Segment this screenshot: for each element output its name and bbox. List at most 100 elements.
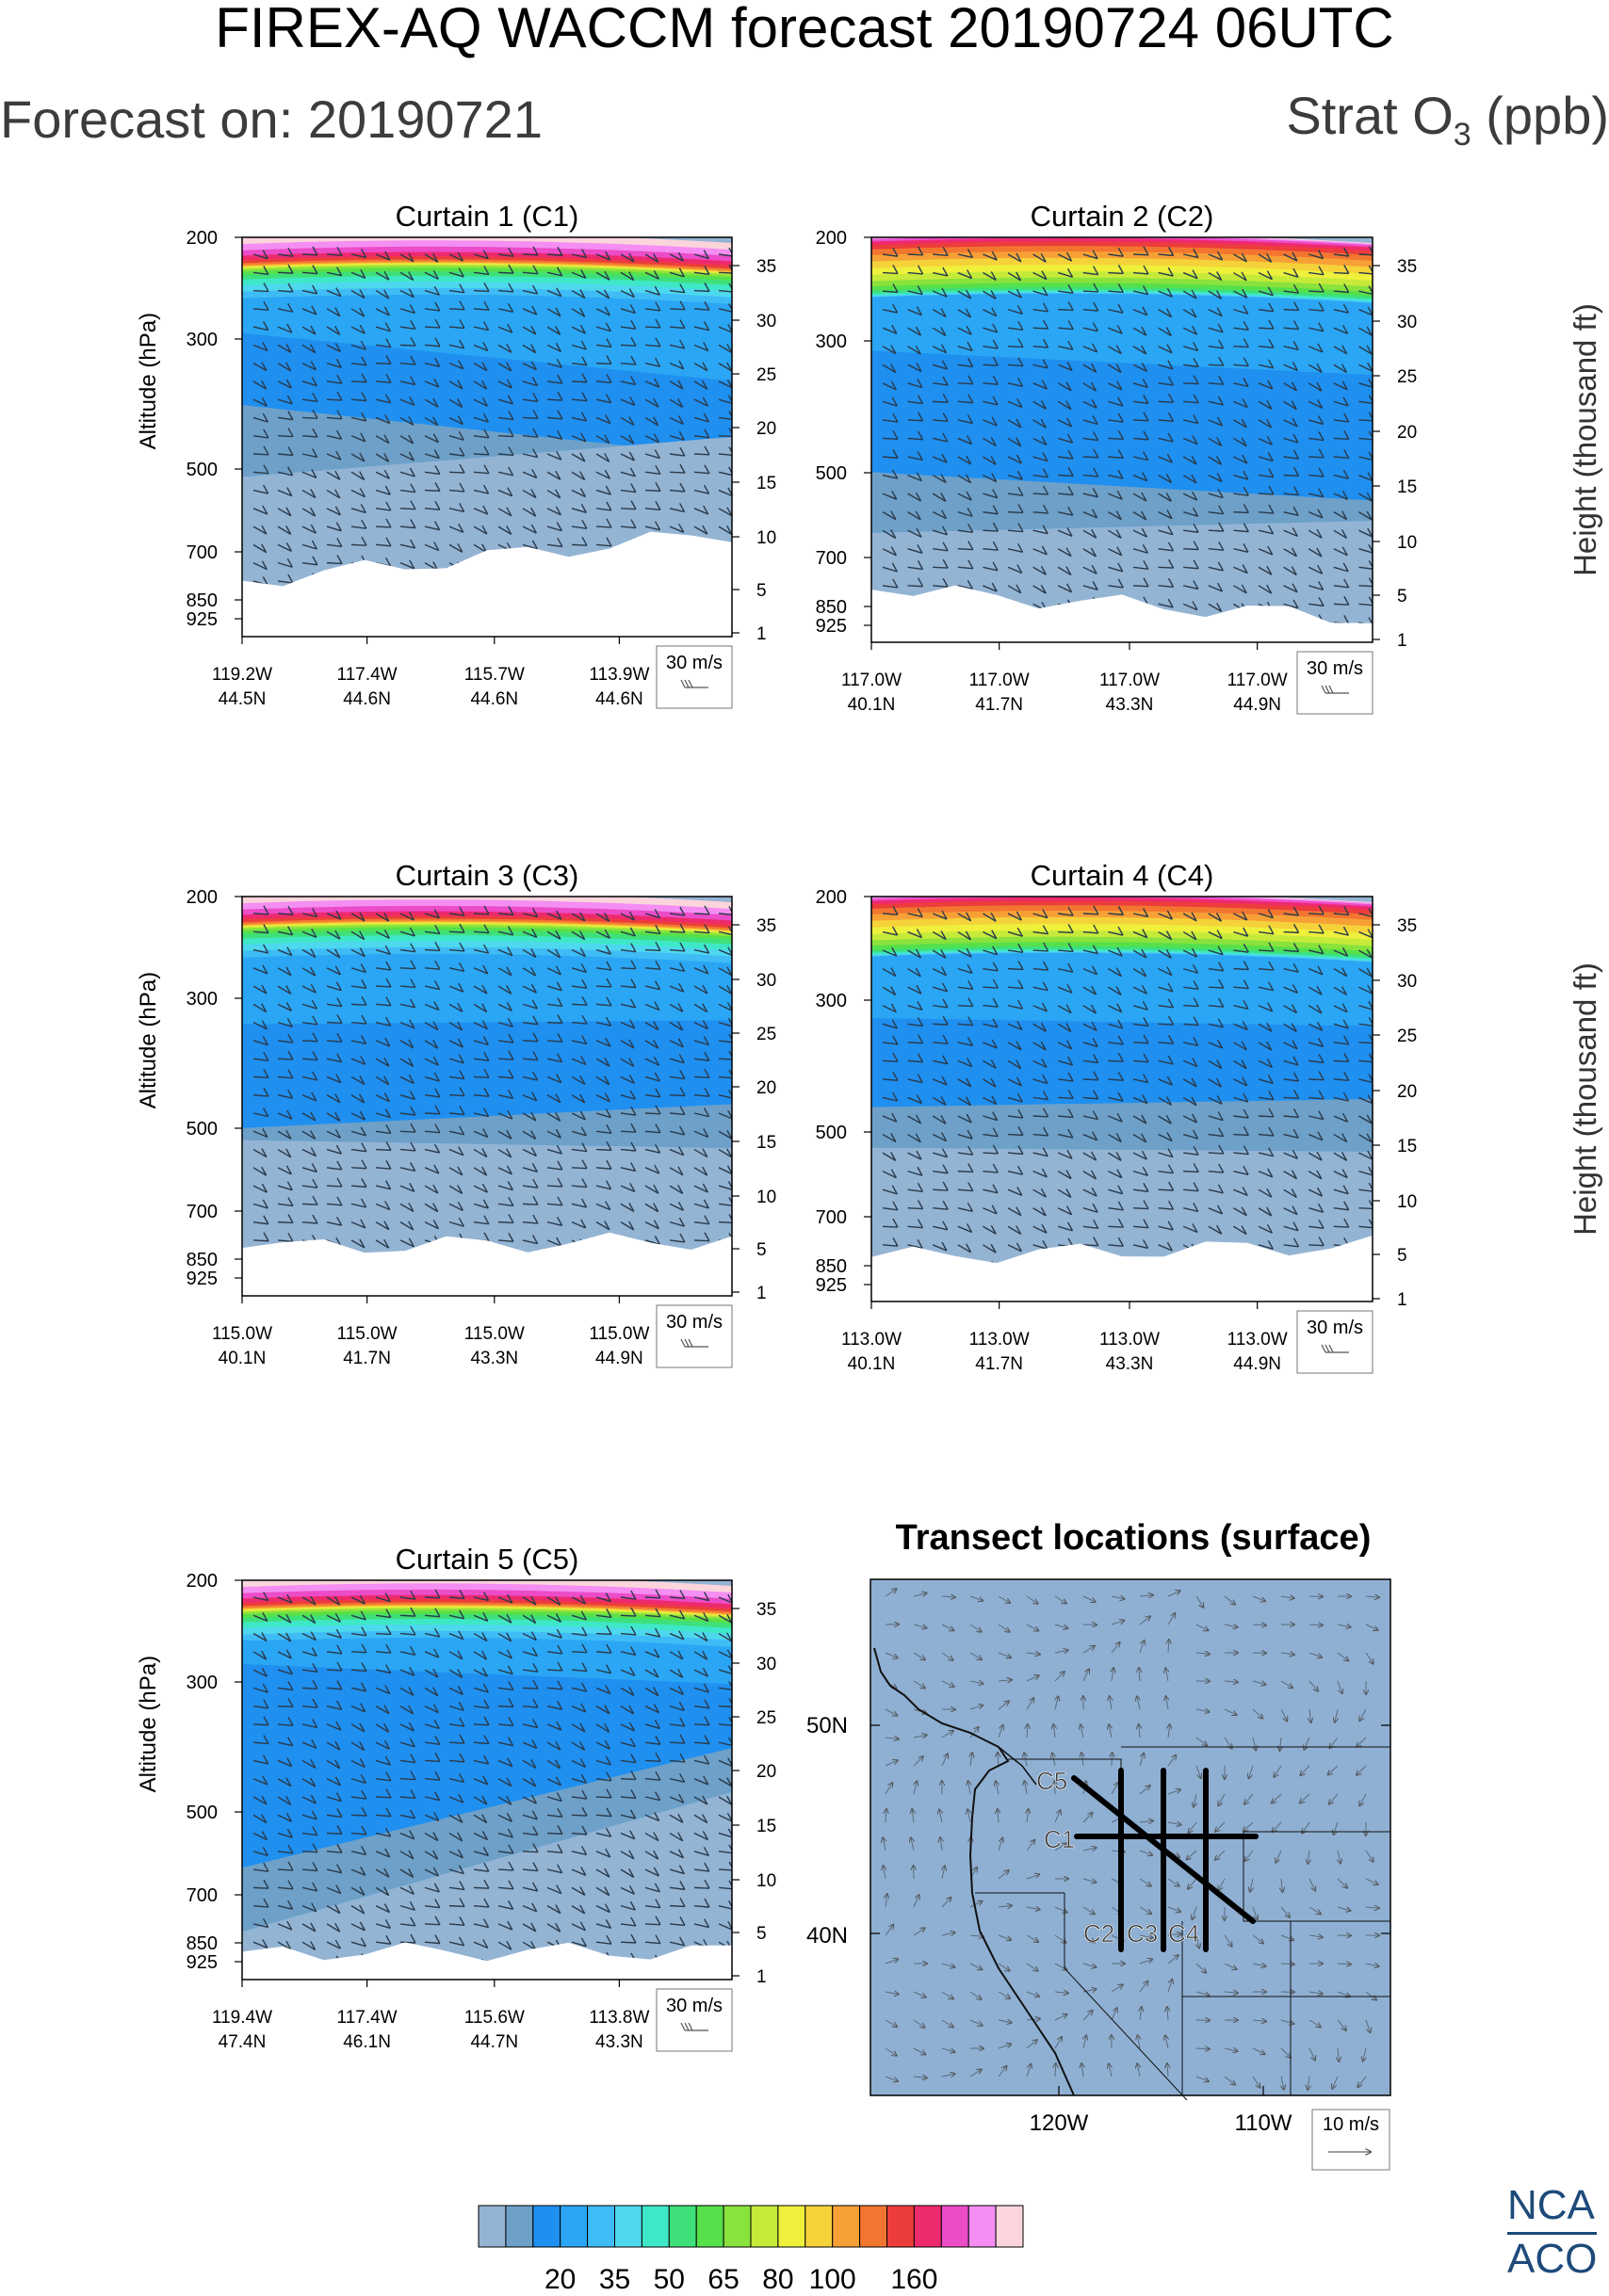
x-tick-lat: 44.9N <box>1233 695 1281 715</box>
wind-vector <box>941 1754 948 1767</box>
wind-vector <box>941 1624 953 1630</box>
wind-vector <box>998 1870 1009 1880</box>
height-tick-label: 10 <box>1397 1192 1417 1212</box>
wind-vector <box>1026 2040 1037 2049</box>
height-tick-label: 35 <box>756 257 776 277</box>
height-tick-label: 5 <box>1397 1246 1407 1266</box>
wind-vector <box>1081 1724 1083 1738</box>
wind-vector <box>1054 1672 1065 1682</box>
colorbar-swatch <box>532 2205 561 2248</box>
wind-vector <box>998 1963 1010 1971</box>
wind-vector <box>969 2069 982 2078</box>
colorbar-swatch <box>804 2205 834 2248</box>
terrain-mask <box>871 585 1373 642</box>
wind-vector <box>1168 1640 1169 1654</box>
wind-vector <box>913 2077 927 2078</box>
wind-vector <box>1054 1843 1066 1851</box>
wind-vector <box>998 1838 1002 1851</box>
wind-vector <box>1167 1878 1179 1886</box>
wind-vector <box>1024 1781 1027 1795</box>
state-borders <box>975 1746 1390 2101</box>
wind-vector <box>1224 1934 1232 1947</box>
wind-vector <box>1082 1595 1096 1602</box>
wind-vector <box>1215 1850 1226 1860</box>
wind-key-barb <box>680 679 708 688</box>
x-tick-lat: 44.7N <box>470 2032 518 2052</box>
x-tick-lon: 113.0W <box>969 1330 1030 1350</box>
wind-vector <box>1054 1906 1067 1913</box>
wind-vector <box>941 1991 953 1998</box>
wind-vector <box>1280 1680 1292 1688</box>
pressure-tick-label: 850 <box>816 597 847 618</box>
wind-vector <box>883 1837 886 1851</box>
wind-vector <box>885 2019 897 2027</box>
x-tick-lon: 113.0W <box>1099 1330 1160 1350</box>
colorbar-swatch <box>940 2205 969 2248</box>
panel-frame <box>870 236 1373 643</box>
wind-key-label: 30 m/s <box>1307 1318 1363 1338</box>
wind-vector <box>1187 1850 1197 1859</box>
wind-vector <box>885 1738 899 1739</box>
wind-vector <box>913 1756 923 1767</box>
wind-key-box <box>1296 1310 1373 1374</box>
wind-vector <box>1357 2076 1367 2087</box>
height-tick-label: 30 <box>1397 313 1417 332</box>
coastline <box>873 1647 1075 2096</box>
ozone-band-mid <box>871 326 1373 501</box>
colorbar-swatch <box>832 2205 861 2248</box>
colorbar-swatch <box>913 2205 942 2248</box>
ozone-band-mid-upper <box>242 309 732 381</box>
height-tick-label: 10 <box>756 1188 776 1207</box>
wind-vector <box>1082 2011 1093 2021</box>
wind-vector <box>1218 1793 1226 1805</box>
wind-vector <box>1244 1850 1254 1861</box>
wind-vector <box>1081 2063 1083 2078</box>
wind-vector <box>941 1932 955 1935</box>
wind-vector <box>1082 1934 1095 1942</box>
wind-vector <box>1308 1992 1323 1994</box>
wind-vector <box>998 1652 1011 1657</box>
wind-vector <box>1308 1680 1318 1691</box>
wind-vector <box>1139 1906 1151 1914</box>
forecast-date: Forecast on: 20190721 <box>0 89 543 149</box>
pressure-tick-label: 925 <box>187 1269 218 1289</box>
wind-vector <box>941 1596 955 1597</box>
height-tick-label: 5 <box>756 581 767 601</box>
pressure-tick-label: 700 <box>187 1885 218 1906</box>
pressure-tick-label: 300 <box>816 331 847 352</box>
wind-vector <box>1252 1708 1262 1719</box>
wind-vector <box>1167 1980 1172 1993</box>
wind-vector <box>1337 2019 1346 2030</box>
wind-vector <box>1139 1641 1145 1654</box>
wind-vector <box>969 1727 979 1738</box>
wind-vector <box>1167 1789 1180 1795</box>
wind-vector <box>914 1781 917 1795</box>
height-tick-label: 20 <box>756 1078 776 1098</box>
wind-vector <box>912 1809 914 1823</box>
wind-vector <box>1224 1595 1235 1605</box>
wind-vector <box>1165 1668 1168 1682</box>
wind-vector <box>1330 1737 1339 1748</box>
wind-vector <box>885 1760 898 1767</box>
wind-vector <box>998 1725 1003 1738</box>
lat-tick-50n: 50N <box>806 1713 848 1738</box>
wind-vector <box>1308 2047 1315 2061</box>
wind-vector <box>1333 1821 1339 1835</box>
wind-vector <box>1195 1765 1201 1778</box>
label-c4: C4 <box>1168 1919 1199 1948</box>
height-tick-label: 25 <box>1397 1027 1417 1046</box>
puget-sound <box>998 1746 1037 1786</box>
wind-vector <box>1111 1642 1120 1654</box>
height-tick-label: 15 <box>1397 1137 1417 1156</box>
wind-key-barb <box>1321 685 1349 694</box>
wind-vector <box>1111 1984 1123 1993</box>
wind-vector <box>1082 1848 1097 1851</box>
height-tick-label: 30 <box>756 312 776 331</box>
wind-key-box <box>656 1988 733 2052</box>
wind-vector <box>1167 2007 1168 2021</box>
wind-vector <box>998 1680 1012 1681</box>
